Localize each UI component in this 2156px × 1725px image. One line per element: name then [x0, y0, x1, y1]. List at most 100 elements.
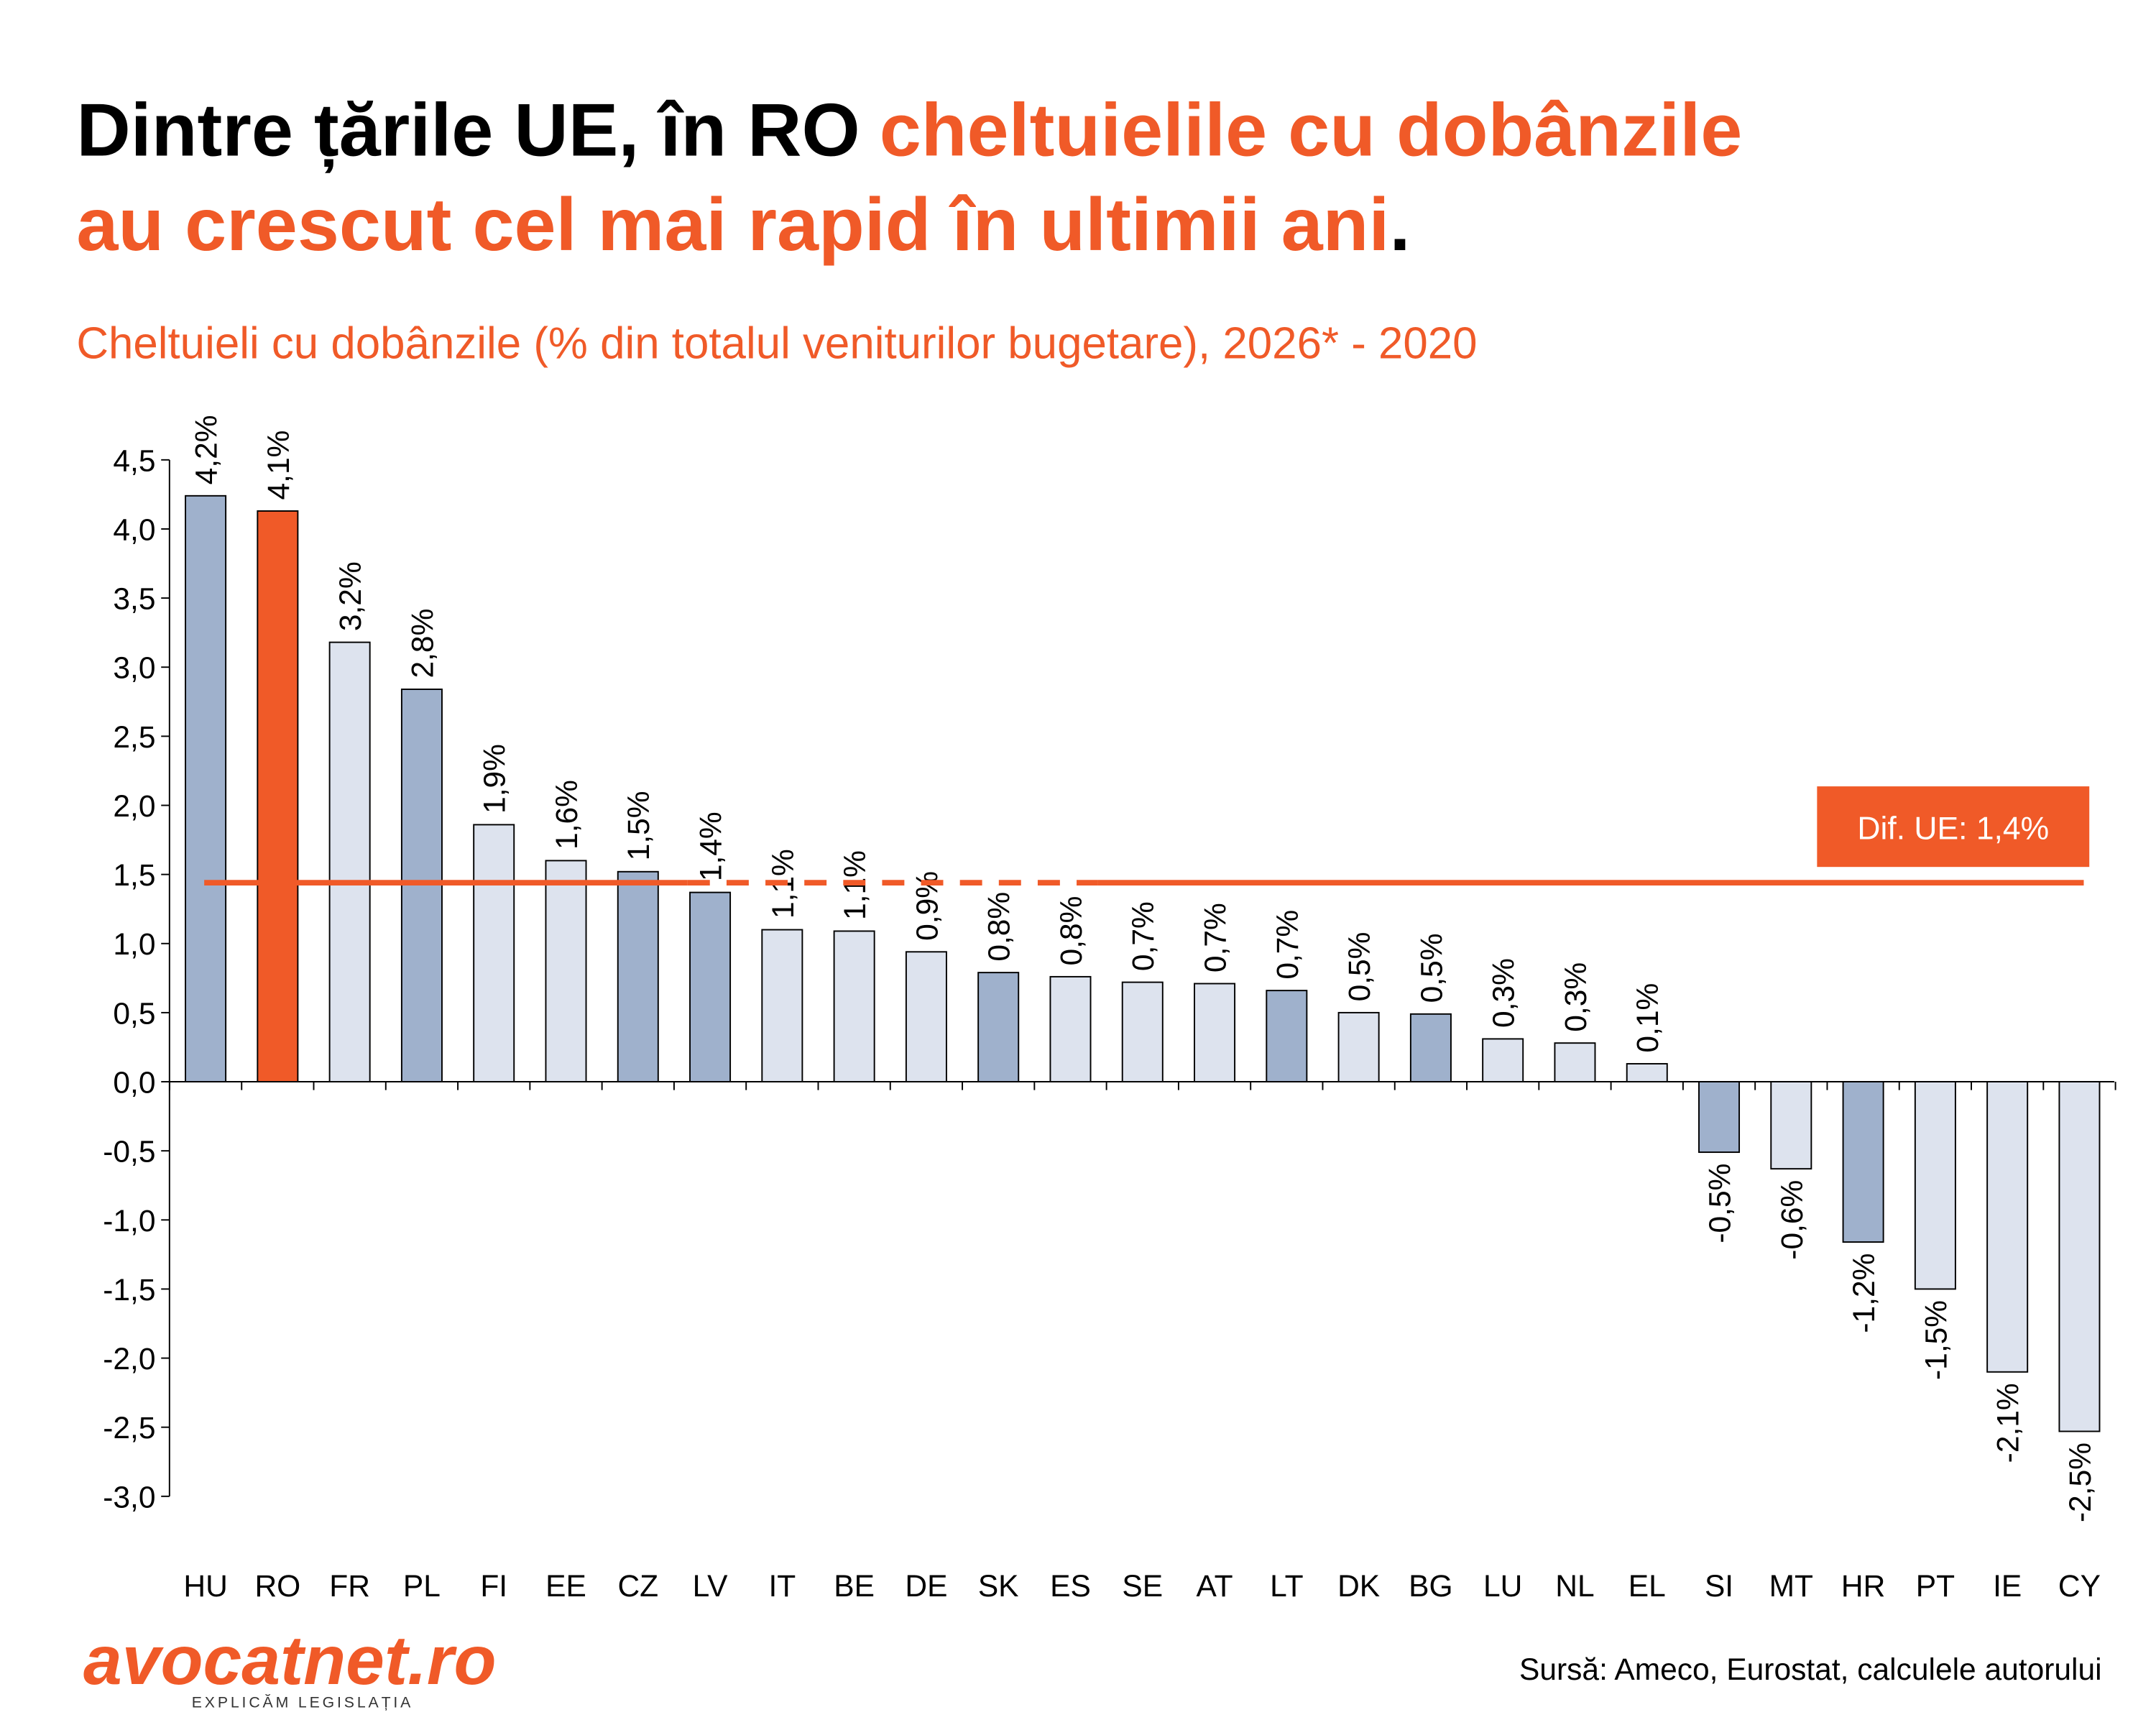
x-tick-label: HR — [1841, 1570, 1885, 1604]
x-tick-label: RO — [254, 1570, 300, 1604]
bar — [761, 929, 803, 1082]
bar — [1914, 1081, 1956, 1290]
value-label: 0,5% — [1415, 933, 1449, 1003]
chart-subtitle: Cheltuieli cu dobânzile (% din totalul v… — [76, 319, 1477, 369]
x-tick-label: SK — [978, 1570, 1019, 1604]
title-part: . — [1389, 183, 1410, 267]
value-label: 1,5% — [622, 791, 656, 860]
x-tick-label: PL — [403, 1570, 441, 1604]
bar — [1337, 1011, 1380, 1082]
x-tick-label: CY — [2058, 1570, 2101, 1604]
chart-title: Dintre țările UE, în RO cheltuielile cu d… — [76, 88, 1742, 266]
value-label: 4,2% — [190, 415, 224, 484]
x-tick-label: LV — [693, 1570, 728, 1604]
y-tick-label: 1,0 — [113, 928, 155, 962]
value-label: 4,1% — [262, 431, 296, 500]
y-tick-label: -1,0 — [103, 1205, 155, 1238]
reference-label: Dif. UE: 1,4% — [1857, 811, 2049, 847]
value-label: 2,8% — [406, 609, 440, 678]
source: Sursă: Ameco, Eurostat, calculele autoru… — [1519, 1653, 2102, 1687]
value-label: -2,1% — [1992, 1383, 2026, 1463]
x-tick-label: FR — [329, 1570, 370, 1604]
bar — [257, 510, 299, 1082]
y-tick-label: 0,5 — [113, 997, 155, 1031]
bar — [1266, 990, 1308, 1082]
reference-label-box — [1817, 786, 2090, 868]
x-tick-label: EL — [1628, 1570, 1666, 1604]
bar — [473, 824, 515, 1082]
y-tick-label: 4,0 — [113, 513, 155, 547]
value-label: 0,3% — [1560, 962, 1593, 1032]
bar — [545, 860, 587, 1082]
bar — [1121, 981, 1164, 1082]
x-tick-label: LU — [1483, 1570, 1522, 1604]
value-label: 0,8% — [1055, 896, 1089, 966]
x-tick-label: MT — [1769, 1570, 1813, 1604]
y-tick-label: 2,5 — [113, 721, 155, 755]
bar — [1482, 1038, 1524, 1082]
bar — [1049, 975, 1092, 1082]
bar — [2058, 1081, 2101, 1432]
x-tick-label: CZ — [617, 1570, 658, 1604]
x-tick-label: HU — [183, 1570, 227, 1604]
bar — [1986, 1081, 2029, 1373]
x-tick-label: AT — [1196, 1570, 1233, 1604]
value-label: 1,4% — [695, 811, 729, 881]
bar — [1842, 1081, 1884, 1243]
x-tick-label: IT — [768, 1570, 796, 1604]
value-label: 0,3% — [1488, 958, 1521, 1028]
y-tick-label: -2,0 — [103, 1343, 155, 1376]
value-label: -0,5% — [1704, 1164, 1738, 1243]
x-tick-label: PT — [1916, 1570, 1955, 1604]
y-tick-label: 2,0 — [113, 790, 155, 824]
bar — [833, 930, 875, 1082]
bar — [1626, 1063, 1668, 1082]
y-tick-label: 4,5 — [113, 444, 155, 478]
y-tick-label: -1,5 — [103, 1274, 155, 1307]
bar — [1770, 1081, 1812, 1170]
value-label: 0,8% — [983, 892, 1017, 962]
y-tick-label: 3,5 — [113, 583, 155, 617]
bar — [1194, 983, 1236, 1082]
x-tick-label: DE — [905, 1570, 947, 1604]
value-label: -1,5% — [1920, 1300, 1953, 1380]
value-label: 1,6% — [550, 780, 584, 850]
value-label: 0,7% — [1271, 910, 1305, 980]
value-label: 3,2% — [334, 561, 368, 631]
title-part: Dintre țările UE, în RO — [76, 88, 860, 172]
y-tick-label: 0,0 — [113, 1066, 155, 1100]
x-tick-label: DK — [1337, 1570, 1380, 1604]
value-label: 0,7% — [1127, 901, 1161, 971]
x-tick-label: IE — [1993, 1570, 2022, 1604]
bar — [977, 972, 1020, 1082]
logo-tagline: EXPLICĂM LEGISLAȚIA — [192, 1693, 413, 1711]
x-tick-label: SE — [1122, 1570, 1163, 1604]
x-tick-label: ES — [1050, 1570, 1091, 1604]
x-tick-label: BE — [834, 1570, 875, 1604]
y-tick-label: 1,5 — [113, 859, 155, 893]
x-tick-label: NL — [1555, 1570, 1594, 1604]
bar — [1554, 1042, 1596, 1082]
value-label: 1,9% — [479, 744, 512, 814]
title-part: au crescut cel mai rapid în ultimii ani — [76, 183, 1389, 267]
value-label: -2,5% — [2064, 1443, 2098, 1522]
title-part: cheltuielile cu dobânzile — [880, 88, 1743, 172]
bar — [328, 641, 371, 1082]
y-tick-label: -3,0 — [103, 1481, 155, 1514]
bar — [1698, 1081, 1741, 1154]
value-label: -1,2% — [1848, 1254, 1881, 1333]
x-tick-label: SI — [1705, 1570, 1733, 1604]
x-tick-label: FI — [480, 1570, 507, 1604]
x-tick-label: BG — [1409, 1570, 1452, 1604]
value-label: 0,1% — [1631, 983, 1665, 1053]
value-label: -0,6% — [1776, 1180, 1810, 1260]
logo: avocatnet.ro — [83, 1622, 497, 1699]
value-label: 0,7% — [1199, 903, 1233, 972]
x-tick-label: EE — [545, 1570, 586, 1604]
value-label: 0,5% — [1343, 932, 1377, 1002]
bar — [1409, 1013, 1452, 1082]
bar — [689, 891, 732, 1082]
bar — [185, 494, 227, 1082]
y-tick-label: 3,0 — [113, 652, 155, 686]
